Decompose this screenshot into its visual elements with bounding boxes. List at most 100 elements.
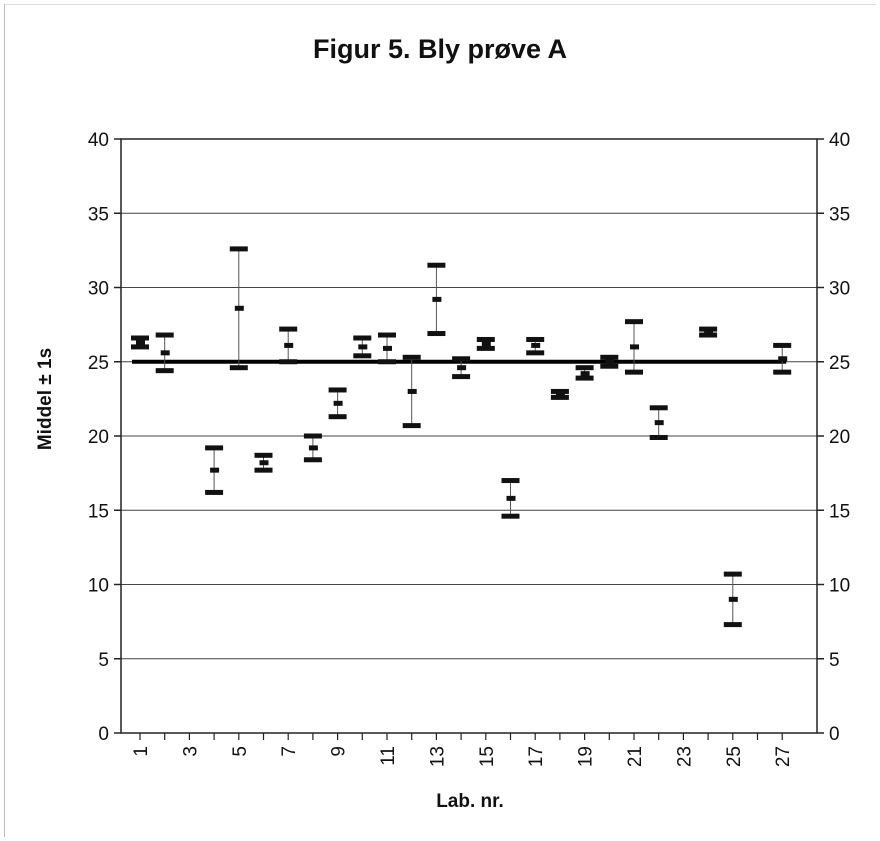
mean-marker [333, 400, 343, 406]
error-bar-lab-17 [526, 336, 545, 356]
mean-marker [358, 344, 368, 350]
y-tick-label-right: 0 [829, 724, 840, 745]
error-bar-cap-low [402, 423, 421, 429]
mean-marker [531, 342, 541, 348]
error-bar-lab-25 [723, 571, 742, 628]
error-bar-cap-high [402, 354, 421, 360]
x-tick-label: 5 [230, 746, 251, 757]
error-bar-cap-high [723, 571, 742, 577]
x-tick-label: 23 [674, 746, 695, 767]
error-bar-lab-9 [328, 387, 347, 420]
mean-marker [605, 359, 615, 365]
error-bar-cap-low [625, 369, 643, 375]
x-tick-label: 13 [427, 746, 448, 767]
y-tick-label-left: 15 [88, 501, 109, 522]
error-bar-cap-low [378, 359, 396, 365]
y-tick-label-left: 25 [88, 353, 109, 374]
error-bar-cap-high [378, 332, 396, 338]
x-tick-label: 27 [773, 746, 794, 767]
x-tick-label: 25 [724, 746, 745, 767]
error-bar-cap-low [773, 369, 792, 375]
error-bar-lab-11 [378, 332, 396, 365]
error-bar-cap-low [279, 359, 298, 365]
mean-marker [259, 460, 269, 466]
x-tick-label: 21 [625, 746, 646, 767]
y-tick-label-left: 30 [88, 279, 109, 300]
x-tick-label: 3 [180, 746, 201, 757]
error-bar-lab-10 [353, 335, 372, 359]
x-tick-label: 9 [329, 746, 350, 757]
mean-marker [284, 342, 294, 348]
error-bar-cap-high [254, 452, 273, 458]
error-bar-cap-high [452, 356, 471, 362]
x-axis-title: Lab. nr. [436, 791, 504, 812]
mean-marker [308, 445, 318, 451]
mean-marker [728, 596, 738, 602]
mean-marker [704, 329, 714, 335]
error-bar-cap-low [131, 344, 149, 350]
mean-marker [778, 356, 788, 362]
y-tick-label-right: 10 [829, 576, 850, 597]
error-bar-cap-high [205, 445, 224, 451]
error-bar-cap-high [550, 388, 569, 394]
error-bar-cap-low [427, 331, 446, 337]
error-bar-cap-low [303, 457, 322, 463]
error-bar-lab-13 [427, 262, 446, 337]
error-bar-cap-high [328, 387, 347, 393]
error-bar-cap-high [353, 335, 372, 341]
mean-marker [407, 388, 417, 394]
error-bar-cap-low [155, 368, 174, 374]
error-bar-lab-18 [550, 388, 569, 400]
x-tick-label: 7 [279, 746, 300, 757]
y-tick-label-right: 35 [829, 204, 850, 225]
error-bar-cap-high [575, 365, 594, 371]
chart-title: Figur 5. Bly prøve A [312, 34, 568, 64]
y-tick-label-left: 0 [98, 724, 109, 745]
error-bar-lab-27 [773, 342, 792, 375]
mean-marker [654, 420, 664, 426]
error-bar-lab-1 [131, 335, 149, 350]
error-bar-lab-7 [279, 326, 298, 365]
error-bar-lab-16 [501, 478, 520, 519]
error-bar-cap-low [353, 353, 372, 359]
mean-marker [136, 339, 145, 345]
chart-frame [4, 4, 876, 837]
x-tick-label: 19 [576, 746, 597, 767]
error-bar-cap-high [229, 246, 248, 252]
y-tick-label-left: 5 [98, 650, 109, 671]
y-tick-label-left: 35 [88, 204, 109, 225]
error-bar-lab-8 [303, 433, 322, 463]
error-bar-cap-high [625, 319, 643, 325]
error-bar-cap-high [773, 342, 792, 348]
error-bar-lab-12 [402, 354, 421, 429]
y-tick-label-left: 40 [88, 130, 109, 151]
y-tick-label-right: 25 [829, 353, 850, 374]
error-bar-cap-high [427, 262, 446, 268]
axes [114, 138, 824, 740]
y-tick-label-right: 30 [829, 279, 850, 300]
error-bar-cap-high [131, 335, 149, 341]
error-bars [131, 246, 792, 628]
error-bar-cap-low [526, 350, 545, 356]
error-bar-lab-4 [205, 445, 224, 495]
error-bar-cap-low [575, 375, 594, 381]
error-bar-cap-low [328, 414, 347, 420]
x-tick-label: 11 [378, 746, 399, 766]
error-bar-lab-20 [600, 354, 619, 369]
y-tick-label-left: 20 [88, 427, 109, 448]
error-bar-lab-22 [649, 405, 668, 440]
error-bar-cap-high [600, 354, 619, 360]
error-bar-cap-low [699, 332, 718, 338]
error-bar-lab-21 [625, 319, 643, 375]
error-bar-cap-low [254, 467, 273, 473]
y-tick-label-right: 40 [829, 130, 850, 151]
error-bar-cap-low [452, 374, 471, 380]
mean-marker [555, 391, 565, 397]
error-bar-lab-19 [575, 365, 594, 381]
x-tick-label: 15 [477, 746, 498, 767]
mean-marker [234, 305, 244, 311]
error-bar-cap-low [550, 394, 569, 400]
error-bar-cap-high [303, 433, 322, 439]
